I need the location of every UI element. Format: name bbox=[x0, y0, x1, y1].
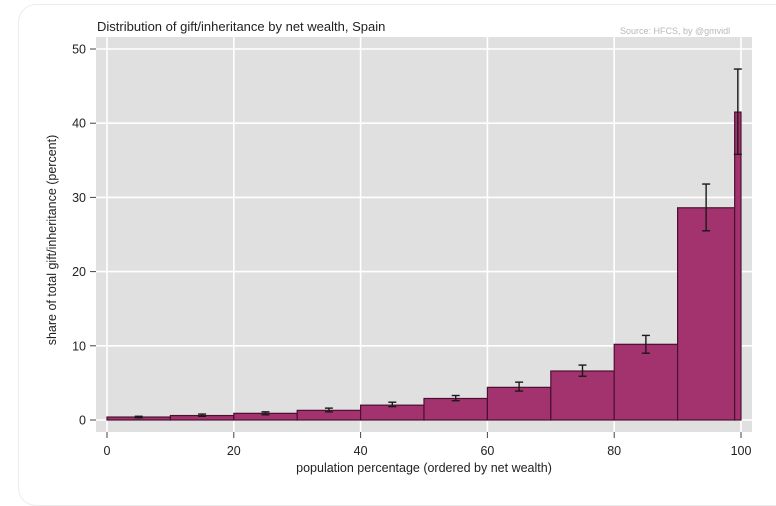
x-tick-label: 20 bbox=[227, 444, 241, 458]
y-tick-label: 0 bbox=[79, 414, 86, 428]
x-tick-label: 40 bbox=[354, 444, 368, 458]
histogram-bar bbox=[676, 207, 736, 421]
y-tick-label: 40 bbox=[72, 117, 86, 131]
y-tick-label: 10 bbox=[72, 339, 86, 353]
y-tick-label: 30 bbox=[72, 191, 86, 205]
histogram-bar bbox=[550, 370, 615, 421]
histogram-bar bbox=[734, 111, 742, 421]
bars bbox=[106, 111, 742, 421]
x-tick-label: 0 bbox=[104, 444, 111, 458]
y-tick-label: 20 bbox=[72, 265, 86, 279]
plot-area: 0 10 20 30 40 50 0 20 40 60 80 100 bbox=[72, 37, 752, 459]
histogram-bar bbox=[360, 404, 425, 421]
source-note: Source: HFCS, by @gmvidl bbox=[620, 26, 731, 36]
y-tick-label: 50 bbox=[72, 43, 86, 57]
histogram-bar bbox=[486, 386, 552, 421]
x-tick-label: 100 bbox=[731, 444, 752, 458]
axes: 0 10 20 30 40 50 0 20 40 60 80 100 bbox=[72, 43, 751, 459]
x-axis-label: population percentage (ordered by net we… bbox=[296, 461, 552, 475]
histogram-bar bbox=[613, 343, 679, 421]
histogram-bar bbox=[423, 397, 489, 421]
x-tick-label: 60 bbox=[480, 444, 494, 458]
x-tick-label: 80 bbox=[607, 444, 621, 458]
chart-title: Distribution of gift/inheritance by net … bbox=[97, 19, 386, 34]
error-bars bbox=[134, 68, 742, 419]
